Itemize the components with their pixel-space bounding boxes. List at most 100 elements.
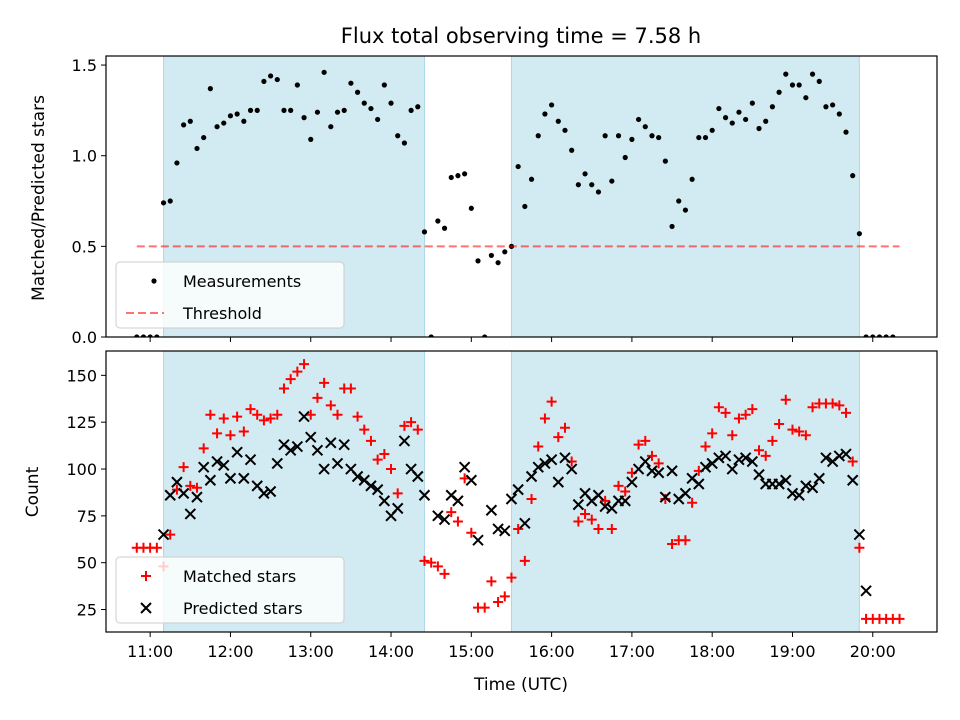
predicted-star-point: [318, 463, 330, 475]
matched-star-point: [700, 441, 711, 452]
measurement-point: [796, 82, 802, 88]
matched-star-point: [620, 486, 631, 497]
x-tick-label: 18:00: [689, 642, 735, 661]
predicted-star-point: [378, 495, 391, 507]
predicted-star-point: [813, 472, 825, 485]
measurement-point: [227, 113, 234, 119]
matched-star-point: [553, 432, 564, 443]
matched-star-point: [178, 462, 189, 473]
measurement-point: [334, 109, 341, 115]
measurement-point: [401, 140, 408, 146]
measurement-point: [147, 334, 153, 337]
predicted-star-point: [592, 489, 605, 501]
measurement-point: [809, 71, 816, 77]
predicted-star-point: [512, 483, 524, 496]
bottom-panel: 25 50 75 100 125 150 11:00 12:00 13:00 14:00 15:00…: [66, 350, 938, 661]
axes-frame: [105, 55, 938, 338]
predicted-star-point: [171, 476, 183, 488]
measurement-point: [482, 334, 488, 337]
matched-star-point: [667, 538, 678, 549]
matched-star-point: [426, 557, 437, 568]
measurement-point: [221, 120, 227, 126]
matched-star-point: [633, 439, 644, 450]
matched-star-point: [780, 394, 791, 405]
matched-star-point: [191, 482, 202, 493]
measurement-point: [314, 109, 321, 115]
measurement-point: [428, 334, 434, 337]
matched-star-point: [834, 400, 845, 411]
matched-star-point: [432, 561, 443, 572]
matched-star-point: [506, 572, 517, 583]
matched-star-point: [894, 613, 905, 624]
measurement-point: [415, 104, 421, 110]
measurement-point: [569, 147, 575, 153]
matched-star-point: [800, 430, 811, 441]
measurement-point: [763, 118, 769, 124]
matched-star-point: [827, 398, 838, 409]
predicted-star-point: [264, 485, 277, 498]
measurement-point: [321, 69, 327, 75]
matched-star-point: [653, 458, 664, 469]
predicted-star-point: [465, 474, 478, 486]
predicted-star-point: [626, 476, 638, 488]
matched-star-point: [205, 409, 216, 420]
measurement-point: [528, 176, 535, 182]
matched-star-point: [459, 473, 470, 484]
measurement-point: [441, 225, 448, 231]
measurement-point: [789, 82, 796, 88]
matched-star-point: [258, 415, 269, 426]
measurement-point: [288, 107, 294, 113]
measurement-point: [408, 107, 414, 113]
matched-star-point: [245, 404, 256, 415]
matched-star-point: [640, 435, 651, 446]
measurement-point: [609, 178, 615, 184]
measurement-point: [729, 120, 735, 126]
measurement-point: [254, 107, 260, 113]
measurement-point: [462, 171, 468, 177]
measurement-point: [201, 134, 207, 141]
measurement-point: [662, 158, 668, 164]
matched-star-point: [352, 411, 363, 422]
matched-star-point: [727, 430, 738, 441]
matched-star-point: [513, 523, 524, 534]
legend-entry-label: Predicted stars: [183, 599, 303, 618]
matched-star-point: [733, 413, 744, 424]
measurement-point: [495, 260, 501, 266]
predicted-star-point: [565, 463, 578, 475]
matched-star-point: [312, 392, 323, 403]
measurement-point: [341, 107, 347, 113]
measurement-point: [890, 334, 896, 337]
measurement-point: [187, 118, 193, 124]
matched-star-point: [252, 409, 263, 420]
predicted-star-point: [693, 478, 705, 490]
predicted-star-point: [271, 457, 283, 470]
matched-star-point: [452, 516, 463, 527]
predicted-star-point: [659, 491, 672, 503]
matched-star-point: [774, 419, 785, 430]
top-panel: 0.0 0.5 1.0 1.5 Measurements Threshold: [72, 55, 938, 347]
measurement-point: [863, 334, 869, 337]
measurement-point: [589, 182, 595, 188]
measurement-point: [816, 78, 822, 84]
measurement-point: [682, 207, 689, 213]
predicted-star-point: [211, 455, 223, 468]
matched-star-point: [613, 480, 624, 491]
measurement-point: [368, 105, 374, 112]
predicted-star-point: [438, 513, 451, 526]
matched-star-point: [265, 413, 276, 424]
measurement-point: [642, 124, 648, 130]
matched-star-point: [760, 450, 771, 461]
x-axis-label: Time (UTC): [473, 675, 568, 695]
predicted-star-point: [472, 534, 484, 546]
shaded-interval-2: [510, 55, 860, 338]
measurement-point: [709, 127, 715, 133]
matched-star-point: [379, 449, 390, 460]
measurement-point: [803, 95, 809, 101]
predicted-star-point: [485, 504, 498, 516]
matched-star-point: [359, 424, 370, 435]
matched-star-point: [519, 555, 530, 566]
measurement-point: [308, 136, 314, 142]
predicted-star-point: [860, 585, 872, 597]
predicted-star-point: [325, 437, 337, 449]
